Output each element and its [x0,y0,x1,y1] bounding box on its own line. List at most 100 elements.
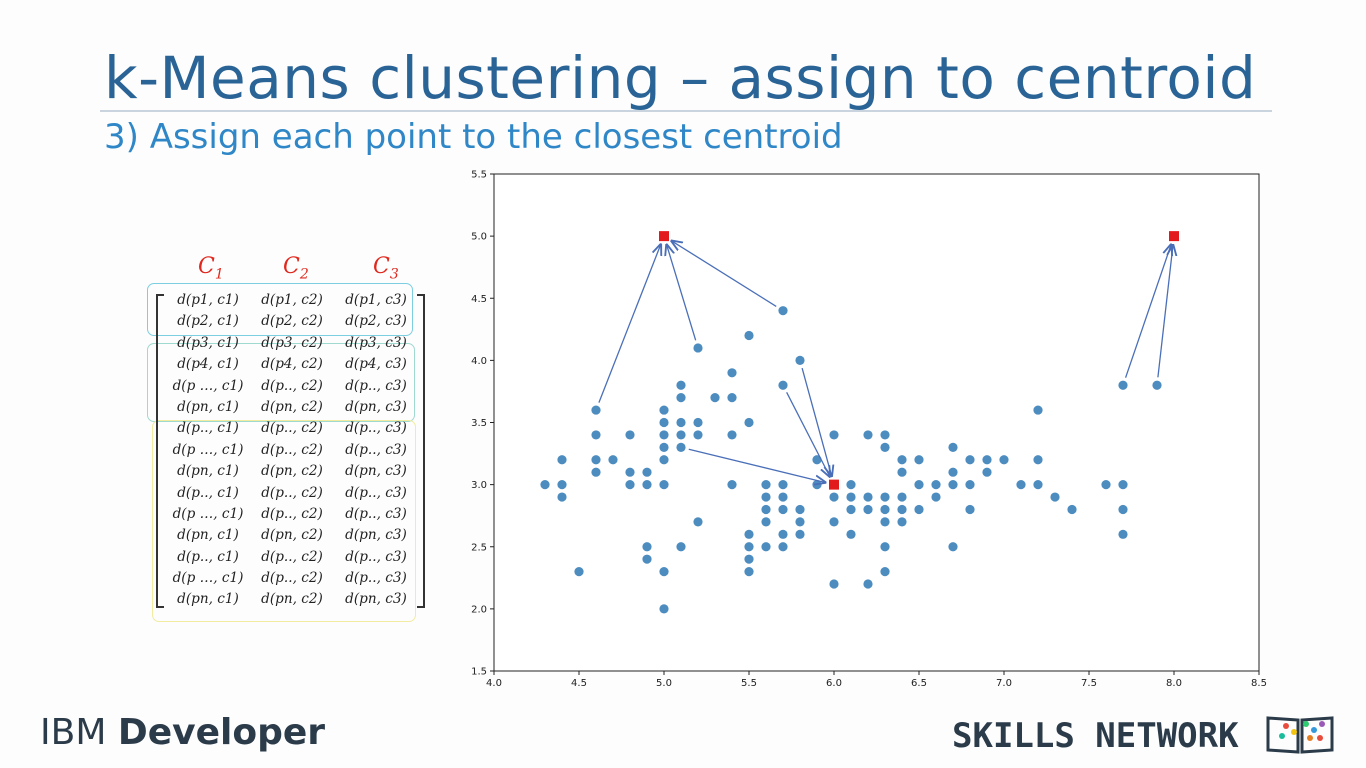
data-point [778,542,788,552]
x-tick-label: 5.0 [656,678,672,689]
y-tick-label: 2.5 [471,542,487,553]
data-point [846,492,856,502]
data-point [642,542,652,552]
matrix-cell: d(p.., c2) [261,377,323,394]
data-point [608,455,618,465]
data-point [829,492,839,502]
data-point [676,542,686,552]
matrix-cell: d(p1, c1) [177,292,239,308]
data-point [965,480,975,490]
data-point [727,480,737,490]
data-point [931,492,941,502]
matrix-cell: d(p.., c3) [345,484,407,501]
data-point [1067,504,1077,515]
centroid-marker [829,479,839,490]
matrix-cell: d(p1, c3) [345,292,407,308]
data-point [999,455,1009,465]
slide-subtitle: 3) Assign each point to the closest cent… [104,117,843,157]
data-point [761,492,771,502]
data-point [1101,480,1111,490]
data-point [795,529,805,539]
matrix-row: d(pn, c1) d(pn, c2) d(pn, c3) [166,589,418,610]
y-tick-label: 3.5 [471,418,487,429]
data-point [676,417,686,428]
matrix-cell: d(p.., c1) [177,548,239,565]
data-point [540,480,550,490]
data-point [795,517,805,527]
data-point [829,430,839,440]
data-point [1050,492,1060,502]
assignment-arrow [786,392,830,476]
matrix-row: d(pn, c1) d(pn, c2) d(pn, c3) [166,525,418,546]
data-point [846,504,856,515]
matrix-cell: d(p2, c3) [345,313,407,330]
assignment-arrow [1124,245,1171,378]
data-point [863,504,873,515]
data-point [744,567,754,577]
data-point [778,504,788,515]
scatter-chart: 4.0 4.5 5.0 5.5 6.0 6.5 7.0 7.5 8.0 8.5 1.5 2.0 2.5… [471,170,1267,690]
matrix-cell: d(p.., c1) [177,420,239,437]
matrix-cell: d(pn, c2) [261,463,323,480]
data-point [897,517,907,527]
data-point [659,430,669,440]
matrix-cell: d(p.., c3) [345,441,407,458]
data-point [778,306,788,316]
data-point [1152,380,1162,390]
data-point [591,430,601,440]
matrix-row: d(p …, c1) d(p.., c2) d(p.., c3) [166,568,418,589]
data-point [625,430,635,440]
x-tick-label: 5.5 [741,678,757,689]
matrix-cell: d(p.., c3) [345,505,407,522]
data-point [659,417,669,428]
matrix-cell: d(pn, c3) [345,398,407,415]
data-point [829,579,839,589]
matrix-cell: d(p2, c2) [261,313,323,330]
data-point [659,455,669,465]
data-point [744,542,754,552]
matrix-row: d(p …, c1) d(p.., c2) d(p.., c3) [166,440,418,461]
x-tick-label: 6.0 [826,678,842,689]
matrix-row: d(p3, c1) d(p3, c2) d(p3, c3) [166,333,418,354]
data-point [1118,504,1128,515]
matrix-right-bracket [417,294,425,608]
data-point [557,455,567,465]
data-point [965,504,975,515]
matrix-cell: d(pn, c3) [345,463,407,480]
data-point [659,480,669,490]
data-point [812,455,822,465]
y-tick-label: 2.0 [471,604,487,615]
assignment-arrows [598,241,1173,483]
data-point [710,393,720,403]
matrix-cell: d(p4, c2) [261,356,323,373]
data-point [727,393,737,403]
matrix-row: d(p.., c1) d(p.., c2) d(p.., c3) [166,547,418,568]
data-point [693,517,703,527]
data-point [574,567,584,577]
matrix-cell: d(p.., c3) [345,420,407,437]
centroid-marker [1169,231,1179,242]
matrix-cell: d(p.., c3) [345,377,407,394]
x-tick-label: 6.5 [911,678,927,689]
data-point [880,442,890,452]
matrix-cell: d(p.., c2) [261,441,323,458]
data-point [1118,529,1128,539]
data-point [778,380,788,390]
data-point [642,467,652,477]
matrix-row: d(p.., c1) d(p.., c2) d(p.., c3) [166,483,418,504]
data-point [778,480,788,490]
ibm-developer-logo: IBM Developer [40,712,326,753]
matrix-cell: d(p.., c3) [345,548,407,565]
data-point [693,343,703,353]
data-point [897,467,907,477]
centroid-marker [659,231,669,242]
data-point [982,467,992,477]
data-point [625,480,635,490]
matrix-row: d(pn, c1) d(pn, c2) d(pn, c3) [166,461,418,482]
matrix-cell: d(p.., c3) [345,570,407,587]
y-tick-label: 5.5 [471,170,487,181]
data-point [727,368,737,378]
matrix-cell: d(p.., c2) [261,570,323,587]
data-point [778,492,788,502]
data-point [880,517,890,527]
